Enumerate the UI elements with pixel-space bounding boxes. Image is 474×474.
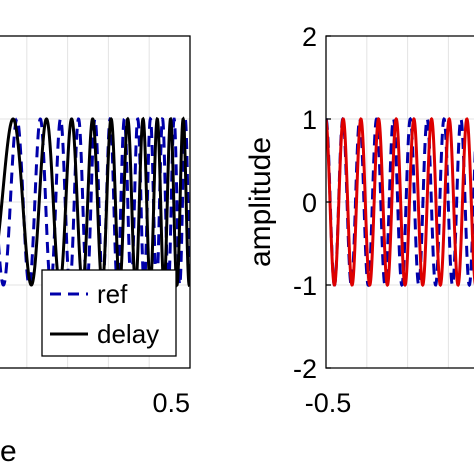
right-y-tick-label: -1	[293, 271, 317, 301]
series-line-series-1	[326, 116, 474, 288]
right-ticks: 2 1 0 -1 -2 -0.5	[293, 22, 351, 418]
series-line-series-0	[326, 116, 474, 288]
left-x-ticks: 0.5	[152, 388, 190, 418]
right-y-tick-label: 2	[302, 22, 317, 52]
right-y-tick-label: 0	[302, 188, 317, 218]
left-x-axis-label: e	[0, 435, 17, 468]
right-y-tick-label: 1	[302, 105, 317, 135]
right-panel: 2 1 0 -1 -2 -0.5 amplitude	[244, 22, 474, 418]
legend: ref delay	[41, 269, 177, 357]
legend-box	[41, 269, 177, 357]
left-x-tick-label: 0.5	[152, 388, 190, 418]
right-y-axis-label: amplitude	[244, 137, 277, 267]
legend-label-ref: ref	[97, 279, 128, 309]
right-series-group	[326, 116, 474, 288]
series-line-delay	[0, 116, 190, 288]
right-x-tick-label: -0.5	[305, 388, 352, 418]
left-series-group	[0, 115, 190, 289]
legend-label-delay: delay	[97, 319, 159, 349]
left-axes-box	[0, 35, 191, 369]
left-grid	[0, 36, 190, 368]
series-line-ref	[0, 115, 190, 289]
right-y-tick-label: -2	[293, 354, 317, 384]
left-panel: 0.5 e ref delay	[0, 35, 191, 468]
